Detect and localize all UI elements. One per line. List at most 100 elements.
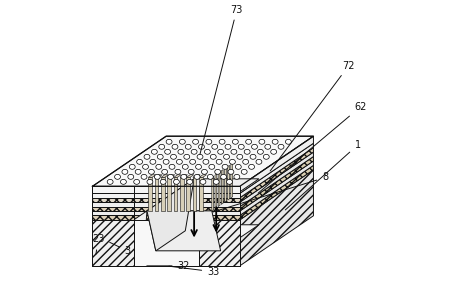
Ellipse shape [228,169,233,174]
Ellipse shape [233,174,239,179]
Ellipse shape [210,154,216,159]
Ellipse shape [238,144,244,149]
Polygon shape [154,177,158,211]
Polygon shape [92,215,133,220]
Ellipse shape [217,149,223,154]
Ellipse shape [204,149,210,154]
Ellipse shape [148,169,154,174]
Polygon shape [239,136,313,193]
Polygon shape [199,177,202,211]
Ellipse shape [235,164,241,169]
Polygon shape [224,168,226,202]
Ellipse shape [167,174,173,179]
Ellipse shape [142,164,148,169]
Ellipse shape [187,179,192,184]
Ellipse shape [160,179,166,184]
Polygon shape [167,175,174,177]
Polygon shape [92,148,313,198]
Ellipse shape [177,149,183,154]
Ellipse shape [223,154,229,159]
Polygon shape [161,175,168,177]
Polygon shape [192,177,196,211]
Text: 62: 62 [258,102,366,193]
Ellipse shape [166,139,172,144]
Ellipse shape [157,154,163,159]
Ellipse shape [219,139,225,144]
Polygon shape [92,207,239,211]
Ellipse shape [244,149,249,154]
Ellipse shape [207,174,213,179]
Ellipse shape [135,169,141,174]
Polygon shape [147,211,220,251]
Polygon shape [133,220,198,266]
Ellipse shape [255,159,261,164]
Ellipse shape [236,154,242,159]
Polygon shape [198,186,239,193]
Polygon shape [198,193,239,198]
Polygon shape [198,220,239,266]
Ellipse shape [114,174,120,179]
Polygon shape [198,202,239,207]
Ellipse shape [202,159,208,164]
Ellipse shape [242,159,248,164]
Ellipse shape [150,159,156,164]
Polygon shape [92,186,239,193]
Ellipse shape [129,164,135,169]
Ellipse shape [191,149,197,154]
Ellipse shape [229,159,235,164]
Ellipse shape [136,159,142,164]
Polygon shape [92,170,313,220]
Text: 23: 23 [92,234,104,254]
Polygon shape [92,136,313,186]
Ellipse shape [216,159,222,164]
Ellipse shape [248,164,254,169]
Ellipse shape [198,144,204,149]
Ellipse shape [154,174,160,179]
Ellipse shape [156,164,162,169]
Polygon shape [92,198,133,202]
Polygon shape [180,177,183,211]
Ellipse shape [213,179,219,184]
Ellipse shape [183,154,189,159]
Ellipse shape [151,149,157,154]
Text: 3: 3 [110,242,131,256]
Ellipse shape [194,174,200,179]
Polygon shape [230,163,232,198]
Ellipse shape [222,164,228,169]
Text: 33: 33 [168,266,219,277]
Polygon shape [92,186,133,193]
Polygon shape [92,165,313,215]
Polygon shape [186,175,193,177]
Ellipse shape [182,164,188,169]
Ellipse shape [232,139,238,144]
Ellipse shape [121,169,127,174]
Polygon shape [92,202,239,207]
Ellipse shape [127,174,133,179]
Polygon shape [214,174,216,209]
Ellipse shape [230,149,236,154]
Ellipse shape [206,139,211,144]
Polygon shape [239,143,313,198]
Text: 32: 32 [147,261,190,271]
Ellipse shape [211,144,217,149]
Polygon shape [198,198,239,202]
Ellipse shape [189,159,195,164]
Text: 72: 72 [269,60,354,171]
Polygon shape [154,175,162,177]
Polygon shape [173,175,181,177]
Polygon shape [199,175,206,177]
Ellipse shape [197,154,202,159]
Ellipse shape [249,154,255,159]
Polygon shape [173,177,177,211]
Ellipse shape [163,159,169,164]
Ellipse shape [170,154,176,159]
Polygon shape [92,220,133,266]
Polygon shape [167,177,171,211]
Polygon shape [92,161,313,211]
Polygon shape [217,172,219,207]
Polygon shape [227,165,229,200]
Polygon shape [92,220,239,266]
Ellipse shape [181,174,187,179]
Polygon shape [92,198,239,202]
Ellipse shape [201,169,207,174]
